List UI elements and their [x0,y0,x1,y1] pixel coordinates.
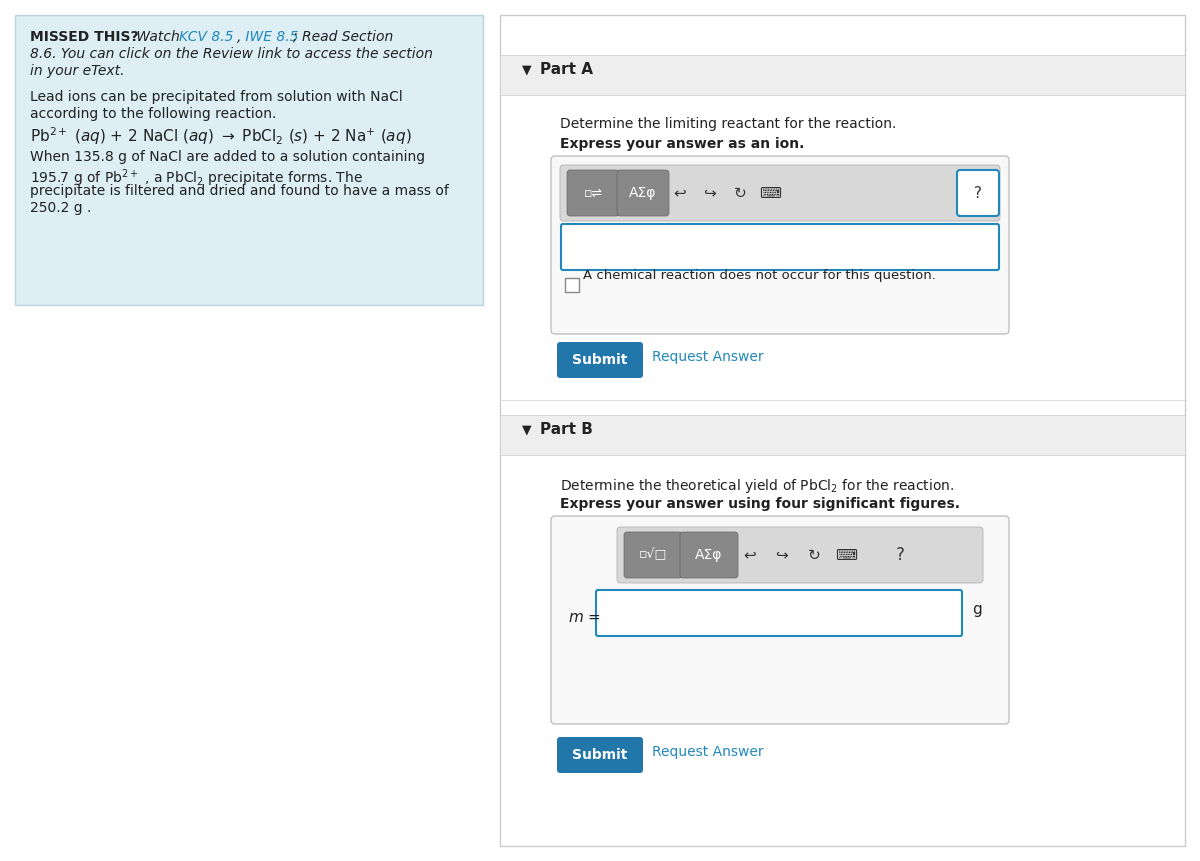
Text: ΑΣφ: ΑΣφ [629,186,656,200]
Text: 250.2 g .: 250.2 g . [30,201,91,215]
Text: Determine the limiting reactant for the reaction.: Determine the limiting reactant for the … [560,117,896,131]
Text: When 135.8 g of NaCl are added to a solution containing: When 135.8 g of NaCl are added to a solu… [30,150,425,164]
Text: KCV 8.5: KCV 8.5 [179,30,234,44]
Text: A chemical reaction does not occur for this question.: A chemical reaction does not occur for t… [583,269,936,282]
Text: Request Answer: Request Answer [652,350,763,364]
Text: Request Answer: Request Answer [652,745,763,759]
Text: ↪: ↪ [775,548,788,562]
Text: ,: , [238,30,241,44]
Bar [500,15,1186,846]
Text: ΑΣφ: ΑΣφ [695,548,722,562]
Text: g: g [972,602,982,617]
Text: ?: ? [895,546,905,564]
Text: 195.7 g of Pb$^{2+}$ , a PbCl$_2$ precipitate forms. The: 195.7 g of Pb$^{2+}$ , a PbCl$_2$ precip… [30,167,364,189]
Text: ↻: ↻ [808,548,821,562]
Text: according to the following reaction.: according to the following reaction. [30,107,276,121]
FancyBboxPatch shape [680,532,738,578]
Text: ▫√□: ▫√□ [638,548,667,561]
FancyBboxPatch shape [560,165,1000,221]
Text: ↪: ↪ [703,185,716,201]
Bar [500,415,1186,455]
Text: Pb$^{2+}$ $(aq)$ + 2 NaCl $(aq)$ $\rightarrow$ PbCl$_2$ $(s)$ + 2 Na$^{+}$ $(aq): Pb$^{2+}$ $(aq)$ + 2 NaCl $(aq)$ $\right… [30,125,412,146]
Text: ▼: ▼ [522,423,532,436]
Text: ▼: ▼ [522,63,532,76]
Text: MISSED THIS?: MISSED THIS? [30,30,139,44]
Text: precipitate is filtered and dried and found to have a mass of: precipitate is filtered and dried and fo… [30,184,449,198]
Bar [500,55,1186,95]
Text: ▫⇌: ▫⇌ [583,187,602,200]
FancyBboxPatch shape [568,170,619,216]
Text: 8.6. You can click on the Review link to access the section: 8.6. You can click on the Review link to… [30,47,433,61]
Bar [500,400,1186,401]
Text: Determine the theoretical yield of $\mathrm{PbCl_2}$ for the reaction.: Determine the theoretical yield of $\mat… [560,477,954,495]
Text: Part B: Part B [540,422,593,437]
Text: IWE 8.5: IWE 8.5 [241,30,299,44]
FancyBboxPatch shape [617,170,670,216]
Text: ↻: ↻ [733,185,746,201]
Text: Submit: Submit [572,748,628,762]
Text: Lead ions can be precipitated from solution with NaCl: Lead ions can be precipitated from solut… [30,90,403,104]
FancyBboxPatch shape [557,737,643,773]
FancyBboxPatch shape [624,532,682,578]
FancyBboxPatch shape [562,224,998,270]
FancyBboxPatch shape [617,527,983,583]
Text: Part A: Part A [540,62,593,77]
Bar [14,15,482,305]
FancyBboxPatch shape [551,156,1009,334]
Text: ↩: ↩ [673,185,686,201]
FancyBboxPatch shape [958,170,998,216]
FancyBboxPatch shape [551,516,1009,724]
Text: ↩: ↩ [744,548,756,562]
Text: ⌨: ⌨ [835,548,857,562]
FancyBboxPatch shape [557,342,643,378]
Text: ; Read Section: ; Read Section [293,30,394,44]
Text: Watch: Watch [132,30,184,44]
FancyBboxPatch shape [596,590,962,636]
Text: Submit: Submit [572,353,628,367]
Text: Express your answer using four significant figures.: Express your answer using four significa… [560,497,960,511]
Text: ?: ? [974,185,982,201]
Text: $m$ =: $m$ = [568,610,601,625]
Bar [565,278,580,292]
Text: Express your answer as an ion.: Express your answer as an ion. [560,137,804,151]
Text: in your eText.: in your eText. [30,64,125,78]
Text: ⌨: ⌨ [760,185,781,201]
